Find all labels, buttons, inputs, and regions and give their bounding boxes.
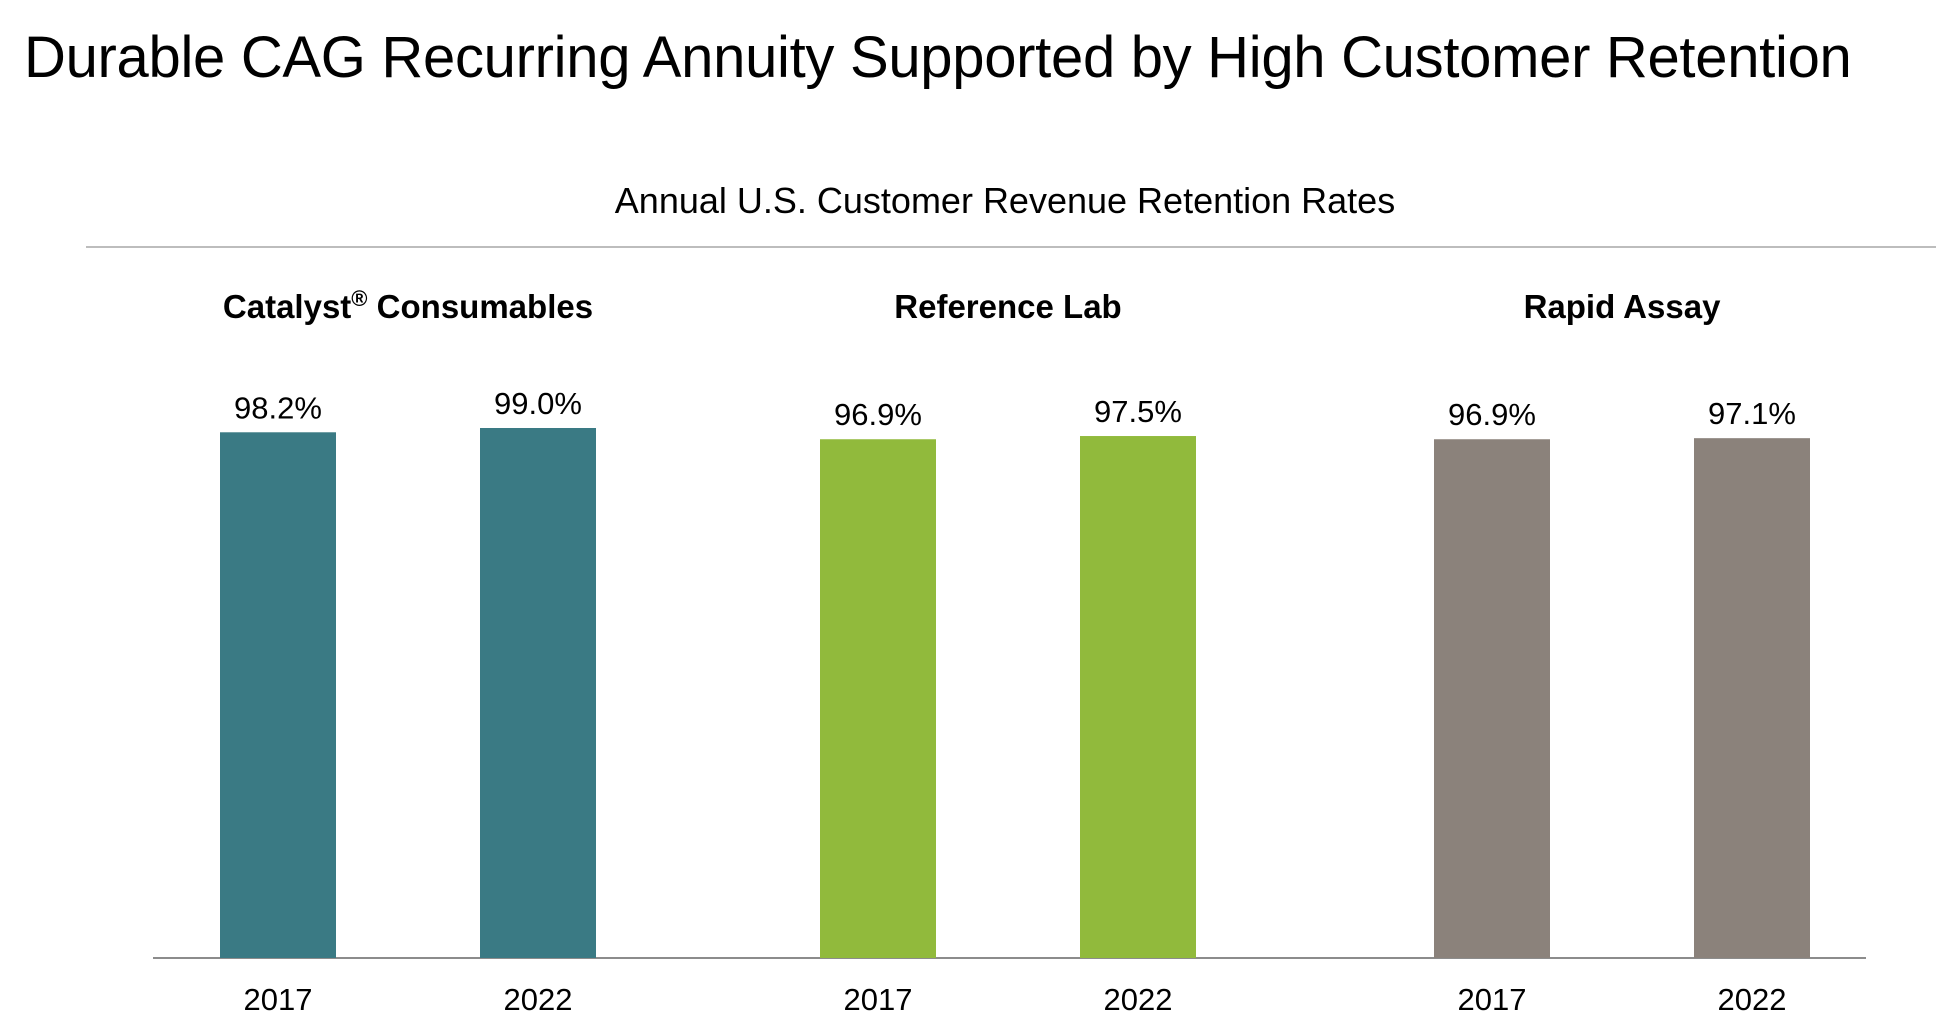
data-label: 99.0% (494, 386, 582, 421)
x-tick-label: 2022 (1718, 982, 1787, 1017)
x-tick-label: 2017 (244, 982, 313, 1017)
bar (1080, 436, 1196, 959)
bar (1434, 439, 1550, 958)
bar (1694, 438, 1810, 958)
data-label: 96.9% (834, 397, 922, 432)
data-label: 97.1% (1708, 396, 1796, 431)
data-label: 97.5% (1094, 394, 1182, 429)
x-tick-label: 2017 (844, 982, 913, 1017)
bar (220, 432, 336, 958)
bar (820, 439, 936, 958)
header-divider (86, 246, 1936, 248)
x-tick-label: 2022 (1104, 982, 1173, 1017)
x-tick-label: 2022 (504, 982, 573, 1017)
panel-title: Reference Lab (894, 288, 1121, 325)
data-label: 98.2% (234, 390, 322, 425)
page-title: Durable CAG Recurring Annuity Supported … (24, 25, 1852, 90)
chart-subtitle: Annual U.S. Customer Revenue Retention R… (614, 180, 1396, 221)
panel-title: Catalyst® Consumables (223, 286, 593, 325)
panel-title: Rapid Assay (1524, 288, 1722, 325)
data-label: 96.9% (1448, 397, 1536, 432)
x-tick-label: 2017 (1458, 982, 1527, 1017)
bar (480, 428, 596, 958)
